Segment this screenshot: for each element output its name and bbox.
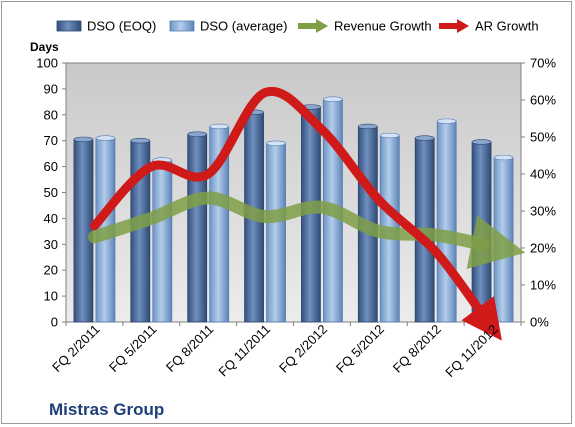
y-tick-label: 30 xyxy=(44,237,58,252)
y2-tick-label: 30% xyxy=(530,204,556,219)
y-tick-label: 50 xyxy=(44,185,58,200)
bar-cap xyxy=(471,139,492,145)
bar-cap xyxy=(73,136,94,143)
bar-cap xyxy=(130,138,151,144)
x-tick-label: FQ 8/2011 xyxy=(163,322,216,375)
x-tick-label: FQ 2/2012 xyxy=(276,322,330,376)
y-tick-label: 40 xyxy=(44,211,58,226)
x-tick-label: FQ 11/2012 xyxy=(442,322,500,380)
y2-tick-label: 50% xyxy=(530,130,556,145)
bar-dso-average xyxy=(152,159,173,323)
legend-label: AR Growth xyxy=(475,19,539,34)
y-axis-title: Days xyxy=(30,40,59,54)
bar-dso-average xyxy=(436,120,457,323)
y2-tick-label: 40% xyxy=(530,167,556,182)
lines-layer xyxy=(87,86,526,341)
y-tick-label: 10 xyxy=(44,289,58,304)
y-tick-label: 70 xyxy=(44,133,58,148)
y-tick-label: 20 xyxy=(44,263,58,278)
y2-tick-label: 10% xyxy=(530,278,556,293)
bar-cap xyxy=(493,154,514,161)
legend-label: Revenue Growth xyxy=(334,19,432,34)
bar-cap xyxy=(323,96,343,102)
bar-cap xyxy=(266,140,286,146)
bar-dso-average xyxy=(266,142,286,323)
bar-cap xyxy=(380,132,400,139)
bar-cap xyxy=(414,135,435,141)
x-tick-label: FQ 2/2011 xyxy=(49,322,102,375)
y-tick-label: 0 xyxy=(51,315,58,330)
bar-dso-average xyxy=(493,157,514,323)
bar-cap xyxy=(187,131,207,137)
bar-dso-eoq xyxy=(73,139,94,323)
legend: DSO (EOQ) DSO (average) Revenue Growth AR G… xyxy=(56,19,539,34)
bar-cap xyxy=(436,118,457,124)
y2-tick-label: 60% xyxy=(530,93,556,108)
bar-dso-eoq xyxy=(471,141,492,323)
y-tick-label: 80 xyxy=(44,107,58,122)
legend-arrow-icon xyxy=(316,19,328,33)
ar-growth-line xyxy=(89,86,502,341)
legend-label: DSO (EOQ) xyxy=(87,19,156,34)
chart-title: Mistras Group xyxy=(49,400,164,419)
bar-cap xyxy=(358,123,378,130)
revenue-growth-line xyxy=(87,191,526,269)
legend-swatch xyxy=(169,20,195,32)
y2-tick-label: 70% xyxy=(530,56,556,71)
legend-arrow-icon xyxy=(457,19,469,33)
bar-cap xyxy=(209,123,229,130)
bar-cap xyxy=(95,135,116,141)
x-tick-label: FQ 8/2012 xyxy=(390,322,444,376)
x-tick-label: FQ 5/2012 xyxy=(333,322,387,376)
y2-tick-label: 0% xyxy=(530,315,549,330)
y2-tick-label: 20% xyxy=(530,241,556,256)
bar-dso-eoq xyxy=(187,133,208,323)
x-tick-label: FQ 5/2011 xyxy=(106,322,159,375)
legend-label: DSO (average) xyxy=(200,19,287,34)
y-tick-label: 100 xyxy=(36,56,58,71)
legend-swatch xyxy=(56,20,82,32)
y-tick-label: 90 xyxy=(44,81,58,96)
x-tick-label: FQ 11/2011 xyxy=(215,322,273,380)
y-tick-label: 60 xyxy=(44,159,58,174)
